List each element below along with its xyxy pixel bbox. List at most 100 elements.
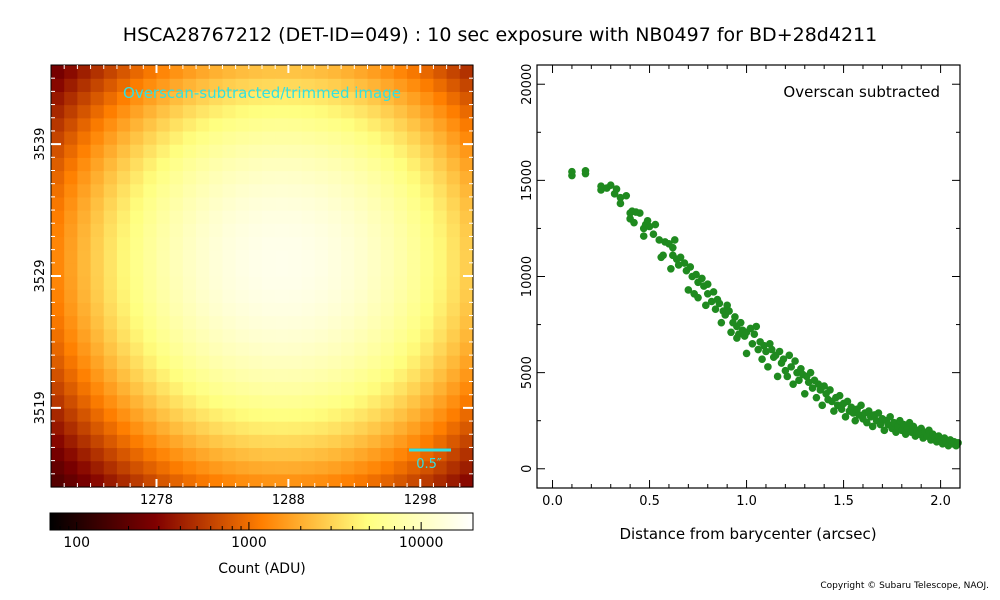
heatmap-cell [209, 460, 224, 475]
heatmap-cell [262, 183, 276, 198]
heatmap-cell [156, 315, 171, 330]
scatter-y-tick-label: 0 [520, 465, 535, 473]
heatmap-cell [393, 117, 408, 132]
scatter-x-axis-label: Distance from barycenter (arcsec) [619, 525, 876, 543]
heatmap-cell [354, 170, 369, 185]
scatter-point [754, 345, 762, 354]
heatmap-cell [433, 407, 448, 422]
heatmap-cell [196, 368, 210, 383]
heatmap-cell [103, 381, 118, 396]
heatmap-cell [275, 407, 289, 422]
scatter-y-tick-label: 5000 [520, 356, 535, 389]
heatmap-cell [130, 394, 144, 409]
heatmap-cell [209, 421, 224, 435]
heatmap-cell [64, 381, 78, 396]
heatmap-cell [341, 196, 355, 211]
heatmap-cell [143, 78, 158, 92]
heatmap-cell [196, 355, 210, 369]
heatmap-cell [182, 170, 197, 185]
heatmap-cell [90, 394, 105, 409]
heatmap-cell [393, 262, 408, 277]
heatmap-cell [301, 117, 316, 132]
heatmap-cell [380, 157, 395, 172]
heatmap-cell [262, 407, 276, 422]
heatmap-cell [143, 368, 158, 383]
heatmap-cell [169, 328, 184, 343]
heatmap-cell [288, 183, 303, 198]
heatmap-cell [301, 157, 316, 172]
heatmap-cell [367, 421, 382, 435]
scatter-point [808, 384, 817, 392]
heatmap-cell [130, 473, 144, 488]
heatmap-cell [262, 130, 276, 145]
heatmap-cell [156, 104, 171, 119]
heatmap-cell [275, 276, 289, 290]
heatmap-cell [288, 328, 303, 343]
heatmap-cell [288, 130, 303, 145]
heatmap-cell [156, 328, 171, 343]
heatmap-cell [446, 315, 461, 330]
heatmap-cell [354, 91, 369, 106]
heatmap-cell [77, 144, 92, 158]
heatmap-cell [367, 157, 382, 172]
heatmap-cell [77, 421, 92, 435]
heatmap-cell [51, 117, 65, 132]
heatmap-cell [169, 249, 184, 264]
heatmap-cell [248, 315, 263, 330]
heatmap-cell [169, 65, 184, 79]
heatmap-cell [90, 91, 105, 106]
heatmap-cell [275, 65, 289, 79]
heatmap-cell [169, 91, 184, 106]
scatter-point [795, 376, 803, 385]
heatmap-cell [393, 421, 408, 435]
scatter-point [758, 355, 766, 363]
heatmap-cell [367, 341, 382, 356]
scatter-point [767, 345, 776, 354]
heatmap-cell [143, 447, 158, 462]
heatmap-cell [459, 434, 474, 449]
scatter-point [669, 243, 677, 252]
heatmap-cell [367, 289, 382, 303]
heatmap-cell [169, 341, 184, 356]
heatmap-cell [116, 236, 131, 251]
heatmap-cell [327, 302, 342, 317]
heatmap-cell [327, 421, 342, 435]
heatmap-cell [130, 421, 144, 435]
heatmap-cell [341, 328, 355, 343]
heatmap-cell [235, 302, 250, 317]
heatmap-cell [196, 473, 210, 488]
heatmap-cell [393, 104, 408, 119]
heatmap-cell [103, 355, 118, 369]
scatter-point [636, 209, 644, 217]
heatmap-cell [446, 170, 461, 185]
scatter-point [659, 251, 667, 260]
scatter-point [684, 286, 693, 294]
heatmap-cell [156, 302, 171, 317]
heatmap-cell [64, 223, 78, 238]
heatmap-cell [116, 104, 131, 119]
heatmap-cell [143, 144, 158, 158]
heatmap-cell [420, 249, 435, 264]
heatmap-cell [275, 473, 289, 488]
heatmap-cell [64, 447, 78, 462]
heatmap-cell [116, 65, 131, 79]
heatmap-cell [327, 328, 342, 343]
heatmap-cell [327, 434, 342, 449]
heatmap-cell [156, 262, 171, 277]
heatmap-cell [51, 130, 65, 145]
heatmap-cell [64, 249, 78, 264]
heatmap-cell [182, 130, 197, 145]
heatmap-cell [446, 117, 461, 132]
heatmap-cell [196, 328, 210, 343]
heatmap-cell [77, 170, 92, 185]
heatmap-cell [459, 302, 474, 317]
heatmap-cell [103, 394, 118, 409]
heatmap-cell [51, 381, 65, 396]
heatmap-cell [341, 368, 355, 383]
scatter-point [800, 389, 809, 398]
heatmap-cell [156, 473, 171, 488]
scatter-point [622, 191, 631, 200]
heatmap-cell [103, 276, 118, 290]
heatmap-cell [288, 289, 303, 303]
heatmap-cell [169, 276, 184, 290]
